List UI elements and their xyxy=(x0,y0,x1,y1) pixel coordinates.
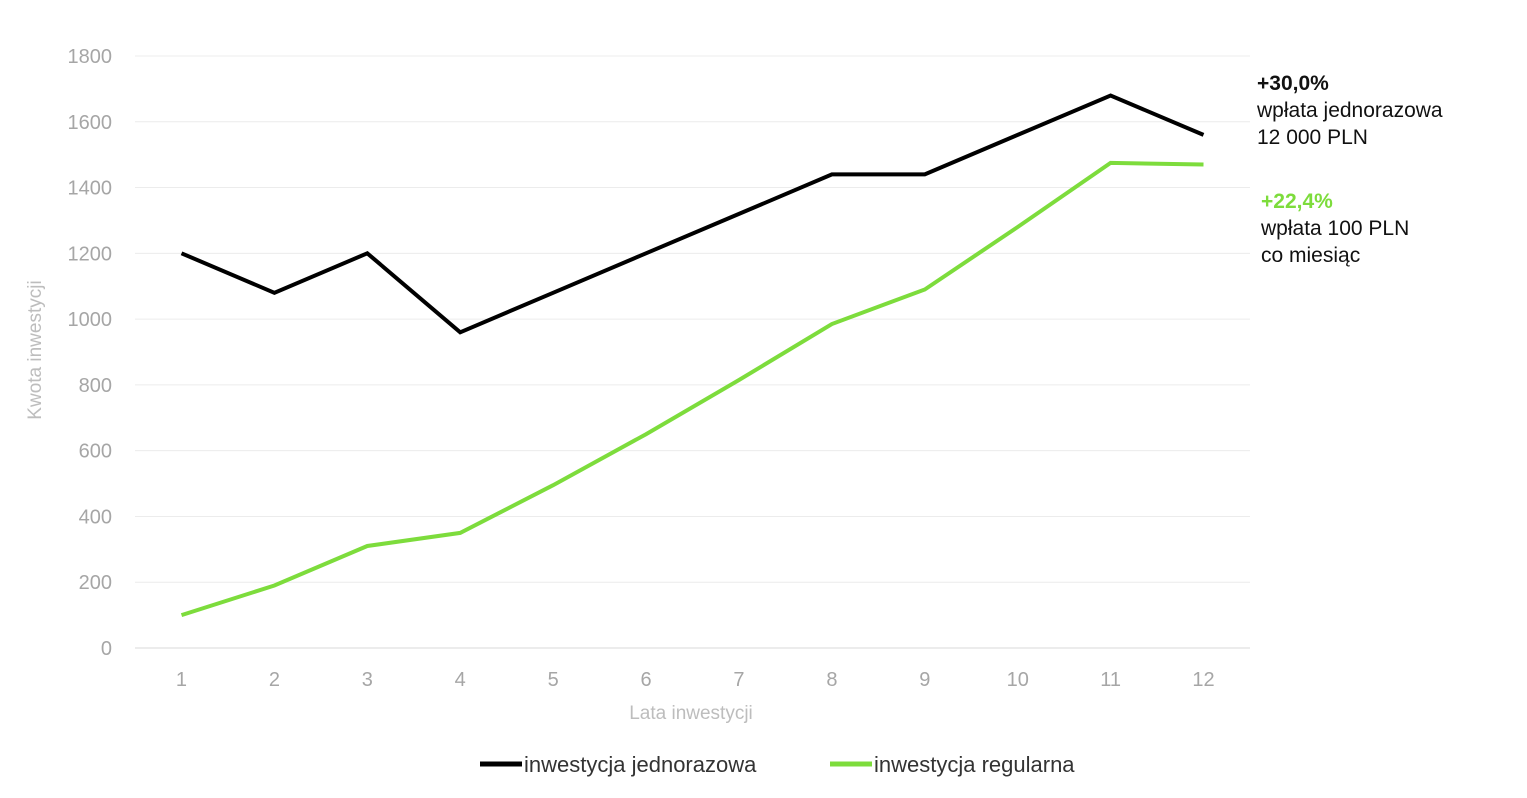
y-tick-label: 200 xyxy=(79,572,112,594)
x-tick-label: 10 xyxy=(1007,669,1029,691)
y-tick-label: 1200 xyxy=(68,243,113,265)
x-tick-label: 11 xyxy=(1100,669,1121,691)
x-tick-label: 6 xyxy=(640,669,651,691)
y-tick-label: 800 xyxy=(79,375,112,397)
annotation-jednorazowa-percent: +30,0% xyxy=(1257,72,1329,95)
annotation-regularna-percent: +22,4% xyxy=(1261,190,1333,213)
y-axis-ticks: 0 200 400 600 800 1000 1200 1400 1600 1800 xyxy=(68,46,113,660)
series-lines xyxy=(180,93,1205,618)
x-tick-label: 12 xyxy=(1192,669,1214,691)
x-tick-label: 3 xyxy=(362,669,373,691)
x-tick-label: 1 xyxy=(176,669,187,691)
annotation-regularna-line1: wpłata 100 PLN xyxy=(1261,217,1410,240)
x-tick-label: 7 xyxy=(733,669,744,691)
x-tick-label: 8 xyxy=(826,669,837,691)
annotation-regularna: +22,4% wpłata 100 PLN co miesiąc xyxy=(1261,188,1409,269)
y-tick-label: 1600 xyxy=(68,112,113,134)
y-tick-label: 600 xyxy=(79,441,112,463)
y-tick-label: 1400 xyxy=(68,178,113,200)
series-line-regularna xyxy=(180,160,1204,618)
x-tick-label: 5 xyxy=(548,669,559,691)
x-tick-label: 9 xyxy=(919,669,930,691)
annotation-jednorazowa-line2: 12 000 PLN xyxy=(1257,126,1368,149)
y-tick-label: 1800 xyxy=(68,46,113,68)
series-line-jednorazowa xyxy=(180,93,1205,335)
annotation-regularna-line2: co miesiąc xyxy=(1261,244,1361,267)
x-tick-label: 2 xyxy=(269,669,280,691)
y-tick-label: 400 xyxy=(79,506,112,528)
annotation-jednorazowa: +30,0% wpłata jednorazowa 12 000 PLN xyxy=(1257,70,1443,151)
y-axis-title: Kwota inwestycji xyxy=(25,280,46,419)
gridlines xyxy=(135,55,1250,649)
legend-label-regularna: inwestycja regularna xyxy=(874,752,1075,777)
y-tick-label: 1000 xyxy=(68,309,113,331)
x-axis-ticks: 1 2 3 4 5 6 7 8 9 10 11 12 xyxy=(176,669,1215,691)
annotation-jednorazowa-line1: wpłata jednorazowa xyxy=(1257,99,1443,122)
x-axis-title: Lata inwestycji xyxy=(629,703,753,724)
legend-label-jednorazowa: inwestycja jednorazowa xyxy=(524,752,757,777)
legend: inwestycja jednorazowa inwestycja regula… xyxy=(480,752,1075,777)
x-tick-label: 4 xyxy=(455,669,466,691)
y-tick-label: 0 xyxy=(101,638,112,660)
